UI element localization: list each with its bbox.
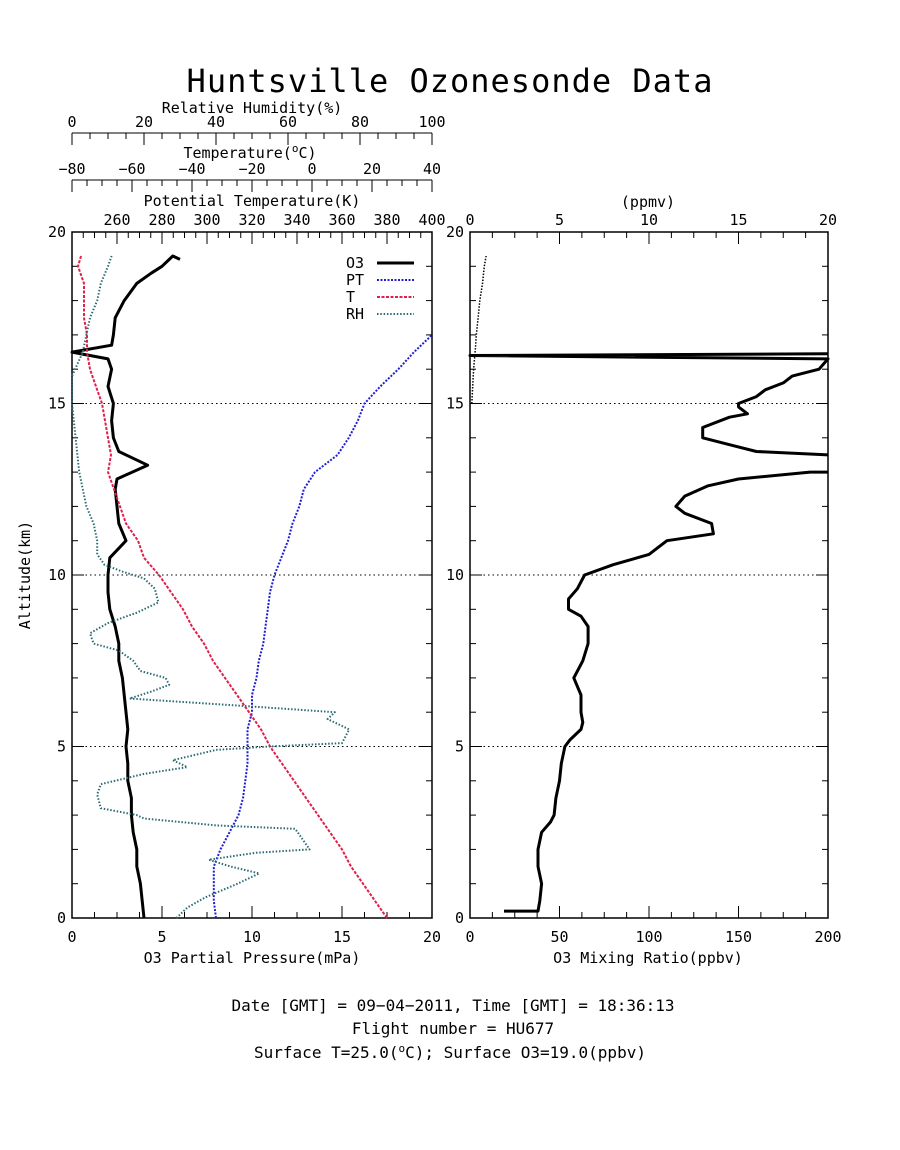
rh-tick-label: 20 — [135, 113, 153, 131]
chart-title: Huntsville Ozonesonde Data — [187, 62, 714, 100]
rh-tick-label: 100 — [418, 113, 445, 131]
temperature-axis-label: Temperature(oC) — [183, 142, 316, 162]
footer-surface-values: Surface T=25.0(oC); Surface O3=19.0(ppbv… — [254, 1042, 646, 1062]
o3pp-axis-label: O3 Partial Pressure(mPa) — [144, 949, 361, 967]
rh-tick-label: 60 — [279, 113, 297, 131]
ppmv-tick-label: 20 — [819, 211, 837, 229]
o3pp-tick-label: 15 — [333, 928, 351, 946]
ppmv-tick-label: 5 — [555, 211, 564, 229]
pt-tick-label: 340 — [283, 211, 310, 229]
altitude-axis-label: Altitude(km) — [16, 521, 34, 629]
pt-tick-label: 380 — [373, 211, 400, 229]
left-series-t — [77, 255, 388, 919]
pt-tick-label: 300 — [193, 211, 220, 229]
temp-tick-label: 0 — [307, 160, 316, 178]
right-series-ppmv — [471, 255, 487, 404]
pt-axis-label: Potential Temperature(K) — [144, 192, 361, 210]
left-y-tick-label: 0 — [57, 909, 66, 927]
left-y-tick-label: 15 — [48, 395, 66, 413]
rh-tick-label: 80 — [351, 113, 369, 131]
right-series-o3-mixing-ratio — [504, 470, 828, 913]
right-y-tick-label: 10 — [446, 566, 464, 584]
temp-tick-label: −60 — [118, 160, 145, 178]
o3pp-tick-label: 0 — [67, 928, 76, 946]
ppbv-tick-label: 50 — [550, 928, 568, 946]
o3pp-tick-label: 10 — [243, 928, 261, 946]
pt-tick-label: 260 — [103, 211, 130, 229]
left-y-tick-label: 5 — [57, 738, 66, 756]
ppmv-tick-label: 15 — [729, 211, 747, 229]
temp-tick-label: −40 — [178, 160, 205, 178]
ppbv-tick-label: 0 — [465, 928, 474, 946]
right-y-tick-label: 5 — [455, 738, 464, 756]
rh-axis-label: Relative Humidity(%) — [162, 99, 343, 117]
ppmv-tick-label: 10 — [640, 211, 658, 229]
footer-date-time: Date [GMT] = 09−04−2011, Time [GMT] = 18… — [231, 996, 674, 1015]
right-series-o3-mixing-ratio-upper- — [468, 352, 830, 457]
ppmv-tick-label: 0 — [465, 211, 474, 229]
left-series-rh — [71, 255, 351, 919]
right-gridlines — [470, 403, 828, 747]
left-y-tick-label: 20 — [48, 223, 66, 241]
legend-label-pt: PT — [346, 271, 364, 289]
pt-tick-label: 320 — [238, 211, 265, 229]
rh-tick-label: 0 — [67, 113, 76, 131]
pt-tick-label: 280 — [148, 211, 175, 229]
left-series-o3 — [70, 254, 181, 919]
temp-tick-label: 40 — [423, 160, 441, 178]
ppbv-axis-label: O3 Mixing Ratio(ppbv) — [553, 949, 743, 967]
data-series — [70, 254, 830, 919]
ppbv-tick-label: 100 — [635, 928, 662, 946]
rh-tick-label: 40 — [207, 113, 225, 131]
temp-tick-label: −20 — [238, 160, 265, 178]
right-y-tick-label: 0 — [455, 909, 464, 927]
ppbv-tick-label: 150 — [725, 928, 752, 946]
legend-label-rh: RH — [346, 305, 364, 323]
right-y-tick-label: 15 — [446, 395, 464, 413]
o3pp-tick-label: 20 — [423, 928, 441, 946]
pt-tick-label: 360 — [328, 211, 355, 229]
right-y-tick-label: 20 — [446, 223, 464, 241]
ppbv-tick-label: 200 — [814, 928, 841, 946]
left-y-tick-label: 10 — [48, 566, 66, 584]
pt-tick-label: 400 — [418, 211, 445, 229]
temp-tick-label: −80 — [58, 160, 85, 178]
left-series-pt — [212, 334, 433, 919]
right-plot-frame — [469, 231, 829, 919]
ppmv-axis-label: (ppmv) — [621, 193, 675, 211]
temp-tick-label: 20 — [363, 160, 381, 178]
legend-label-t: T — [346, 288, 355, 306]
o3pp-tick-label: 5 — [157, 928, 166, 946]
footer-flight-number: Flight number = HU677 — [352, 1019, 554, 1038]
legend-label-o3: O3 — [346, 254, 364, 272]
